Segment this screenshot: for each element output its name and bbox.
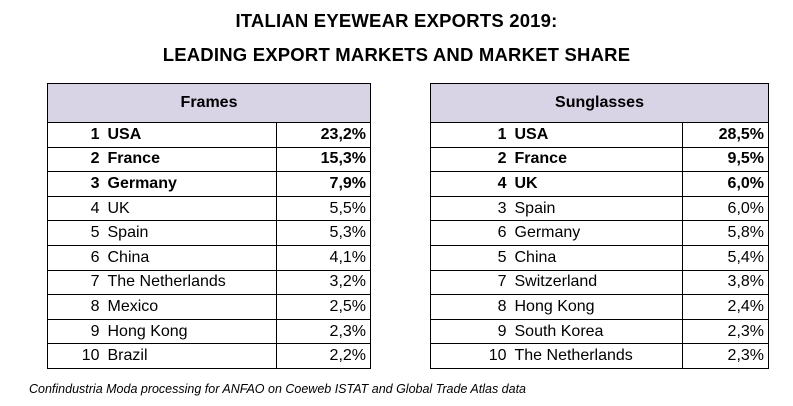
rank-cell: 6 xyxy=(430,220,511,246)
country-cell: USA xyxy=(510,122,683,148)
table-row: 2 France 15,3% xyxy=(47,146,372,173)
country-cell: Brazil xyxy=(103,343,277,369)
title-line-1: ITALIAN EYEWEAR EXPORTS 2019: xyxy=(235,10,558,31)
rank-cell: 10 xyxy=(430,343,511,369)
rank-cell: 9 xyxy=(430,318,511,345)
table-row: 6 Germany 5,8% xyxy=(430,220,770,246)
rank-cell: 7 xyxy=(47,269,104,296)
share-cell: 5,3% xyxy=(275,220,372,246)
share-cell: 2,3% xyxy=(681,343,770,369)
country-cell: Germany xyxy=(510,220,683,246)
table-row: 1 USA 28,5% xyxy=(430,122,770,148)
country-cell: Hong Kong xyxy=(510,294,683,320)
sunglasses-table: Sunglasses 1 USA 28,5% 2 France 9,5% 4 UK 6,0% 3 S… xyxy=(429,83,770,369)
table-row: 5 China 5,4% xyxy=(430,244,770,271)
share-cell: 6,0% xyxy=(681,171,770,197)
table-row: 9 South Korea 2,3% xyxy=(430,318,770,345)
sunglasses-table-header: Sunglasses xyxy=(429,83,770,123)
country-cell: France xyxy=(103,146,277,173)
share-cell: 6,0% xyxy=(681,195,770,222)
table-row: 9 Hong Kong 2,3% xyxy=(47,318,372,345)
rank-cell: 4 xyxy=(47,195,104,222)
table-row: 10 Brazil 2,2% xyxy=(47,343,372,369)
country-cell: USA xyxy=(103,122,277,148)
share-cell: 23,2% xyxy=(275,122,372,148)
source-note: Confindustria Moda processing for ANFAO … xyxy=(29,382,526,396)
share-cell: 2,2% xyxy=(275,343,372,369)
rank-cell: 5 xyxy=(430,244,511,271)
frames-table-header: Frames xyxy=(46,83,372,123)
country-cell: Germany xyxy=(103,171,277,197)
table-row: 8 Hong Kong 2,4% xyxy=(430,294,770,320)
country-cell: France xyxy=(510,146,683,173)
share-cell: 5,4% xyxy=(681,244,770,271)
table-row: 3 Spain 6,0% xyxy=(430,195,770,222)
rank-cell: 6 xyxy=(47,244,104,271)
country-cell: China xyxy=(103,244,277,271)
table-row: 6 China 4,1% xyxy=(47,244,372,271)
title-line-2: LEADING EXPORT MARKETS AND MARKET SHARE xyxy=(162,44,631,65)
share-cell: 5,5% xyxy=(275,195,372,222)
table-row: 5 Spain 5,3% xyxy=(47,220,372,246)
rank-cell: 1 xyxy=(47,122,104,148)
country-cell: Hong Kong xyxy=(103,318,277,345)
rank-cell: 7 xyxy=(430,269,511,296)
country-cell: Mexico xyxy=(103,294,277,320)
table-row: 3 Germany 7,9% xyxy=(47,171,372,197)
rank-cell: 10 xyxy=(47,343,104,369)
table-row: 8 Mexico 2,5% xyxy=(47,294,372,320)
rank-cell: 8 xyxy=(430,294,511,320)
rank-cell: 2 xyxy=(47,146,104,173)
rank-cell: 3 xyxy=(430,195,511,222)
table-row: 2 France 9,5% xyxy=(430,146,770,173)
share-cell: 28,5% xyxy=(681,122,770,148)
rank-cell: 8 xyxy=(47,294,104,320)
share-cell: 15,3% xyxy=(275,146,372,173)
rank-cell: 1 xyxy=(430,122,511,148)
share-cell: 2,3% xyxy=(275,318,372,345)
country-cell: South Korea xyxy=(510,318,683,345)
country-cell: Switzerland xyxy=(510,269,683,296)
share-cell: 2,4% xyxy=(681,294,770,320)
table-row: 4 UK 5,5% xyxy=(47,195,372,222)
country-cell: The Netherlands xyxy=(103,269,277,296)
table-row: 7 Switzerland 3,8% xyxy=(430,269,770,296)
country-cell: China xyxy=(510,244,683,271)
share-cell: 3,2% xyxy=(275,269,372,296)
rank-cell: 4 xyxy=(430,171,511,197)
country-cell: Spain xyxy=(103,220,277,246)
country-cell: UK xyxy=(510,171,683,197)
share-cell: 3,8% xyxy=(681,269,770,296)
table-row: 10 The Netherlands 2,3% xyxy=(430,343,770,369)
share-cell: 4,1% xyxy=(275,244,372,271)
table-row: 4 UK 6,0% xyxy=(430,171,770,197)
rank-cell: 3 xyxy=(47,171,104,197)
country-cell: Spain xyxy=(510,195,683,222)
rank-cell: 2 xyxy=(430,146,511,173)
share-cell: 7,9% xyxy=(275,171,372,197)
share-cell: 9,5% xyxy=(681,146,770,173)
table-row: 7 The Netherlands 3,2% xyxy=(47,269,372,296)
share-cell: 5,8% xyxy=(681,220,770,246)
country-cell: UK xyxy=(103,195,277,222)
rank-cell: 5 xyxy=(47,220,104,246)
rank-cell: 9 xyxy=(47,318,104,345)
country-cell: The Netherlands xyxy=(510,343,683,369)
share-cell: 2,5% xyxy=(275,294,372,320)
table-row: 1 USA 23,2% xyxy=(47,122,372,148)
share-cell: 2,3% xyxy=(681,318,770,345)
frames-table: Frames 1 USA 23,2% 2 France 15,3% 3 Germany 7,9%… xyxy=(46,83,372,369)
